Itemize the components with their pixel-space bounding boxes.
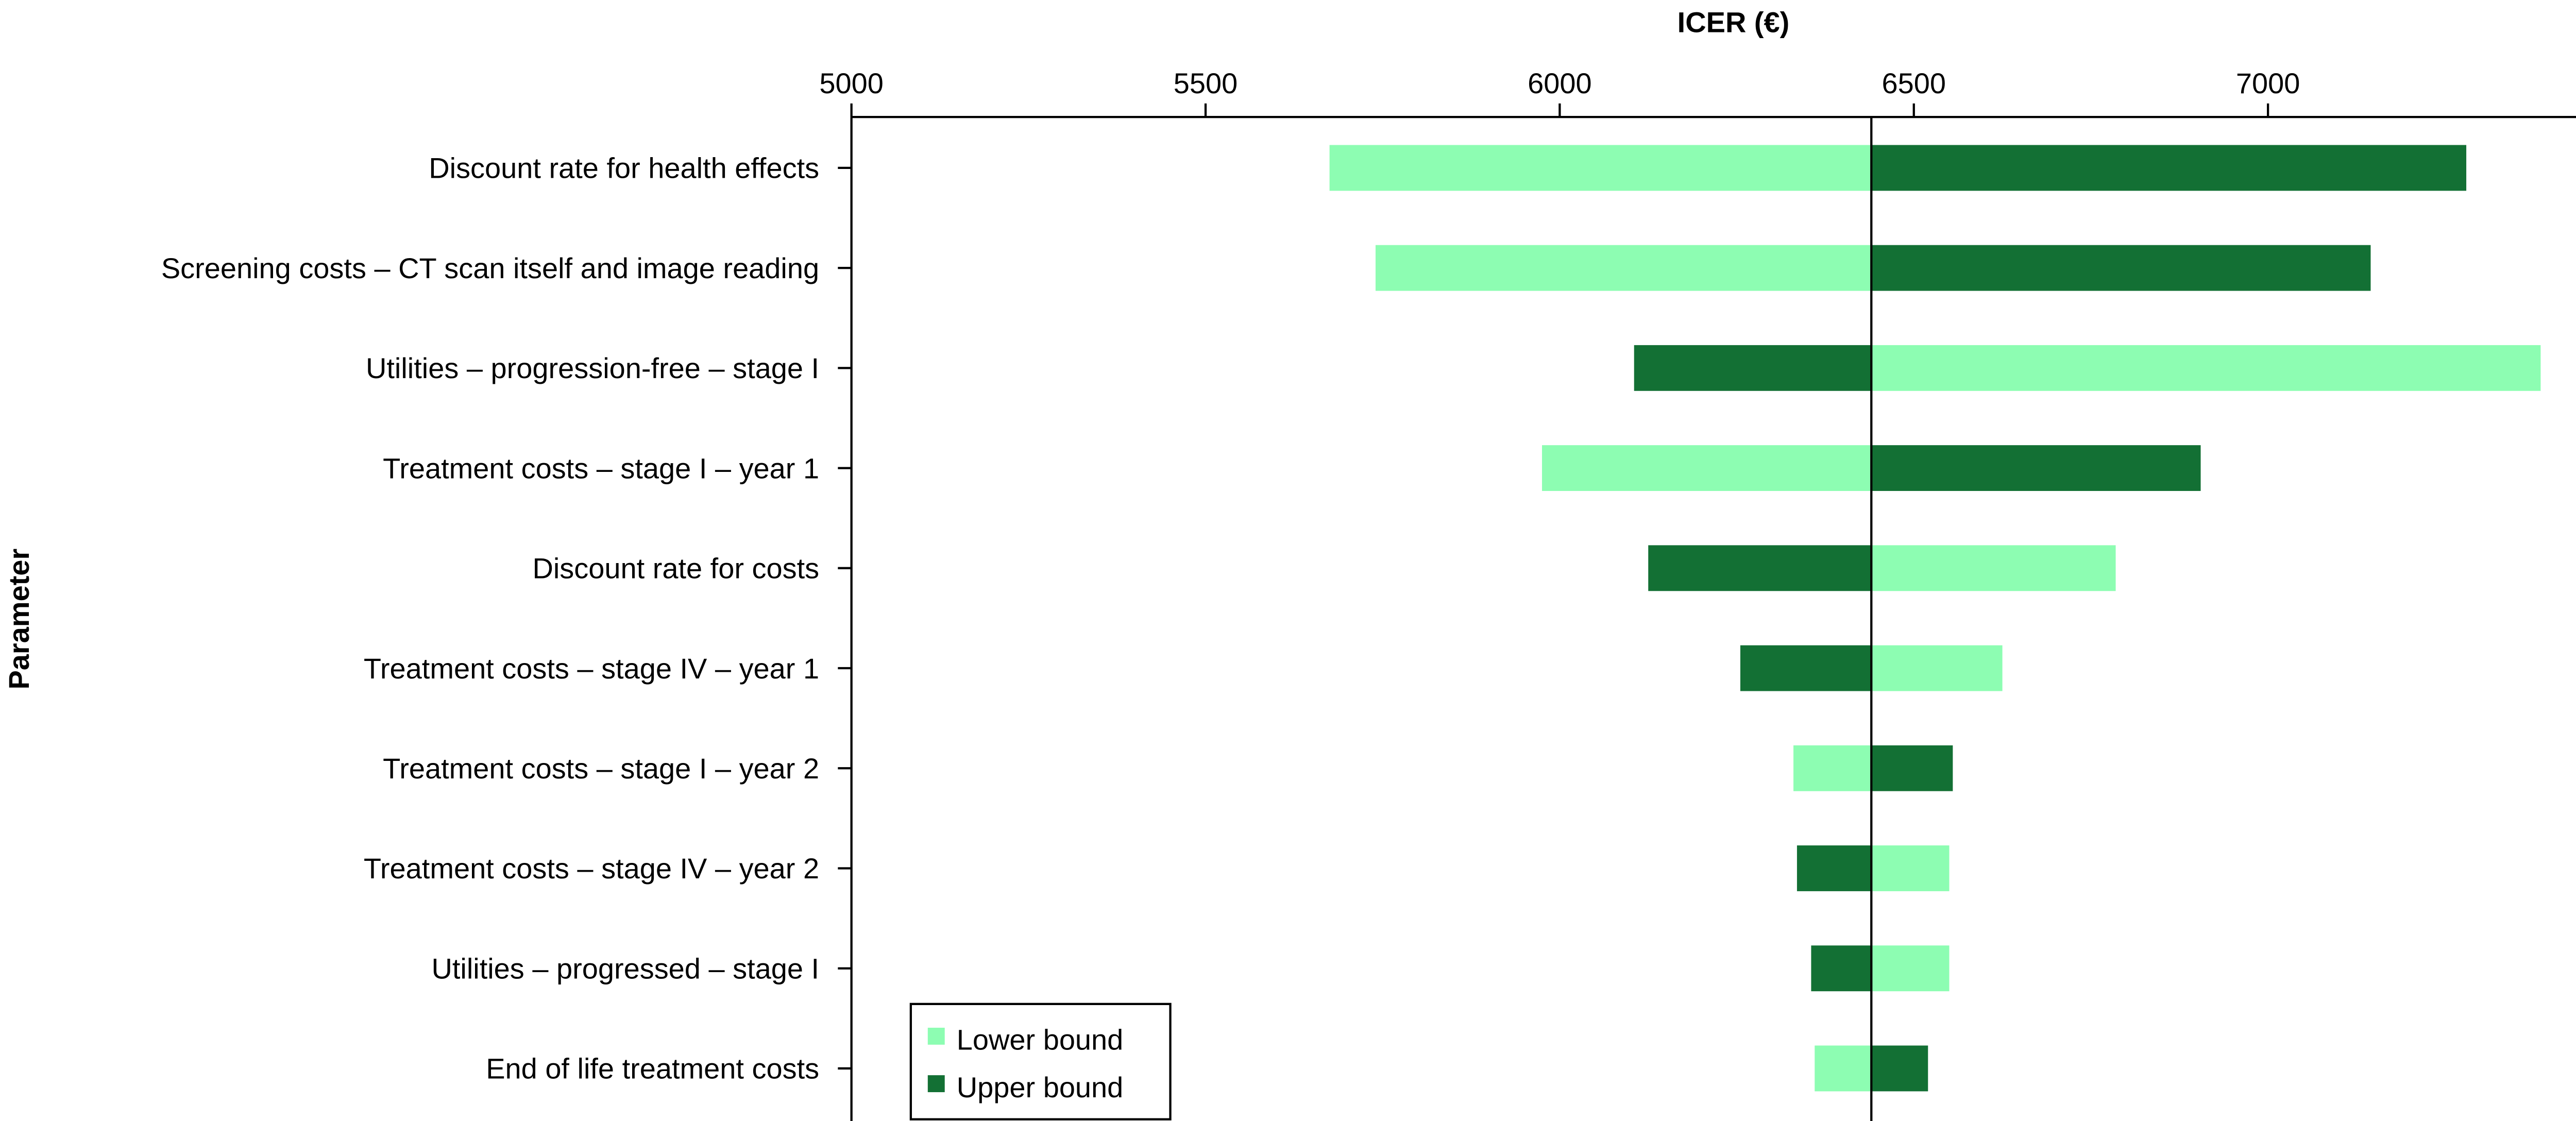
- bar-upper-bound: [1871, 145, 2467, 191]
- bar-upper-bound: [1871, 745, 1953, 791]
- bar-lower-bound: [1815, 1045, 1872, 1092]
- legend-swatch-upper: [927, 1075, 945, 1093]
- category-labels: Discount rate for health effects Screenin…: [161, 152, 852, 1085]
- bar-lower-bound: [1793, 745, 1872, 791]
- x-tick-label: 6500: [1882, 67, 1946, 99]
- bar-lower-bound: [1871, 845, 1950, 891]
- legend-box: [909, 1003, 1172, 1120]
- bar-lower-bound: [1871, 645, 2003, 691]
- legend-swatch-lower: [927, 1027, 945, 1045]
- bar-lower-bound: [1871, 345, 2541, 391]
- y-axis-title: Parameter: [3, 549, 35, 690]
- bar-upper-bound: [1648, 545, 1872, 591]
- category-label: Utilities – progression-free – stage I: [366, 352, 819, 384]
- bar-upper-bound: [1871, 1045, 1928, 1092]
- legend-label-lower: Lower bound: [957, 1024, 1124, 1056]
- category-label: Treatment costs – stage I – year 2: [383, 752, 819, 785]
- bar-lower-bound: [1871, 945, 1950, 992]
- bar-upper-bound: [1740, 645, 1872, 691]
- bar-upper-bound: [1811, 945, 1872, 992]
- bar-lower-bound: [1329, 145, 1872, 191]
- bar-upper-bound: [1871, 245, 2371, 291]
- bar-lower-bound: [1871, 545, 2116, 591]
- category-label: Treatment costs – stage IV – year 1: [364, 652, 819, 685]
- category-label: Utilities – progressed – stage I: [431, 952, 819, 984]
- x-tick-label: 7000: [2236, 67, 2300, 99]
- category-label: Treatment costs – stage IV – year 2: [364, 852, 819, 885]
- x-axis-title: ICER (€): [1677, 6, 1790, 39]
- category-label: Treatment costs – stage I – year 1: [383, 452, 819, 484]
- bar-lower-bound: [1542, 445, 1872, 491]
- category-label: End of life treatment costs: [486, 1052, 819, 1085]
- bar-upper-bound: [1634, 345, 1872, 391]
- legend-label-upper: Upper bound: [957, 1071, 1124, 1103]
- x-axis-ticks: 500055006000650070007500: [819, 67, 2300, 117]
- x-tick-label: 6000: [1528, 67, 1591, 99]
- bar-upper-bound: [1871, 445, 2201, 491]
- bars: [1329, 145, 2541, 1092]
- category-label: Screening costs – CT scan itself and ima…: [161, 252, 819, 284]
- bar-upper-bound: [1797, 845, 1872, 891]
- category-label: Discount rate for costs: [532, 552, 819, 585]
- x-tick-label: 5000: [819, 67, 883, 99]
- legend: Lower bound Upper bound: [909, 1003, 1172, 1120]
- category-label: Discount rate for health effects: [429, 152, 819, 184]
- bar-lower-bound: [1375, 245, 1872, 291]
- x-tick-label: 5500: [1174, 67, 1238, 99]
